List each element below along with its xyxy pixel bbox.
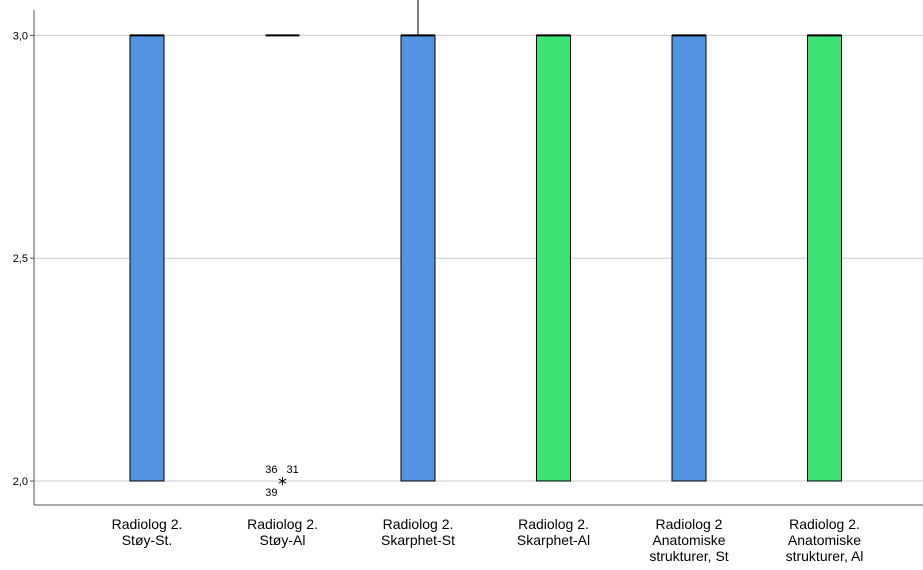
box [536,34,571,482]
category-label: Støy-Al [260,532,306,548]
box-group [536,34,571,482]
box-group [807,34,842,482]
category-label: strukturer, Al [786,548,864,564]
category-label: Radiolog 2. [383,516,454,532]
category-label: Radiolog 2. [789,516,860,532]
box-group [129,34,165,482]
category-label: Radiolog 2. [247,516,318,532]
category-label: Anatomiske [652,532,725,548]
category-label: Anatomiske [788,532,861,548]
category-label: Skarphet-St [381,532,455,548]
box [129,34,165,482]
category-label: Støy-St. [122,532,173,548]
y-tick-label: 3,0 [13,30,28,42]
outlier-label: 39 [265,487,277,499]
category-label: Radiolog 2. [112,516,183,532]
gridlines [34,34,923,482]
category-label: Radiolog 2 [656,516,723,532]
box [400,34,436,482]
category-labels: Radiolog 2.Støy-St.Radiolog 2.Støy-AlRad… [112,516,864,564]
box-group [671,34,707,482]
outlier-label: 31 [287,464,299,476]
category-label: Skarphet-Al [517,532,590,548]
category-label: Radiolog 2. [518,516,589,532]
y-axis: 2,02,53,03,54,0 [13,10,35,505]
box [671,34,707,482]
outlier-star: * [278,474,287,495]
y-tick-label: 2,5 [13,253,28,265]
y-tick-label: 2,0 [13,476,28,488]
box-group [400,0,436,482]
category-label: strukturer, St [649,548,728,564]
box [807,34,842,482]
outlier-label: 36 [265,464,277,476]
